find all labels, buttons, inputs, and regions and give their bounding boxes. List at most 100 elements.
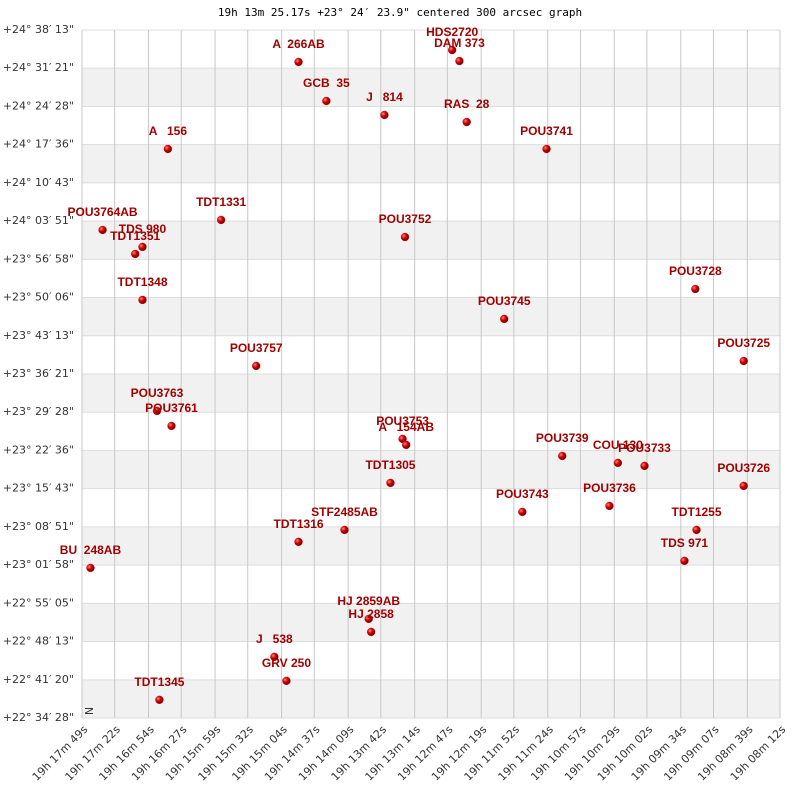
- grid-band: [82, 297, 780, 336]
- star-point: [270, 652, 279, 661]
- star-point: [364, 614, 373, 624]
- star-label: POU3757: [230, 341, 283, 355]
- star-point: [739, 481, 748, 491]
- star-label: POU3761: [145, 401, 198, 415]
- y-tick-label: +23° 01′ 58": [3, 558, 74, 571]
- star-label: COU 130: [593, 438, 643, 452]
- star-point: [294, 537, 303, 547]
- y-tick-label: +22° 48′ 13": [3, 635, 74, 648]
- grid-band: [82, 450, 780, 489]
- x-tick-label: 19h 17m 49s: [30, 723, 91, 784]
- star-label: TDT1305: [365, 458, 415, 472]
- star-label: POU3745: [478, 294, 531, 308]
- star-point: [98, 225, 107, 235]
- star-point: [322, 96, 331, 106]
- star-label: POU3743: [496, 487, 549, 501]
- star-point: [398, 434, 407, 444]
- star-point: [613, 458, 623, 468]
- star-label: A 154AB: [378, 420, 434, 434]
- y-tick-label: +23° 15′ 43": [3, 482, 74, 495]
- y-tick-label: +24° 24′ 28": [3, 99, 74, 112]
- star-label: BU 248AB: [60, 543, 122, 557]
- y-tick-label: +23° 08′ 51": [3, 520, 74, 533]
- star-point: [131, 249, 140, 259]
- star-label: STF2485AB: [311, 505, 378, 519]
- y-tick-label: +24° 17′ 36": [3, 138, 74, 151]
- star-label: TDT1348: [117, 275, 167, 289]
- star-point: [366, 627, 376, 637]
- star-label: POU3763: [131, 386, 184, 400]
- star-label: J 538: [256, 632, 293, 646]
- star-label: POU3739: [536, 431, 589, 445]
- y-tick-label: +24° 10′ 43": [3, 176, 74, 189]
- star-label: J 814: [366, 90, 403, 104]
- star-label: POU3764AB: [68, 205, 138, 219]
- grid-band: [82, 679, 780, 718]
- star-label: RAS 28: [444, 97, 490, 111]
- star-point: [163, 144, 173, 154]
- star-point: [691, 284, 700, 294]
- star-label: TDT1331: [196, 195, 246, 209]
- star-label: TDT1255: [672, 505, 722, 519]
- star-point: [340, 525, 349, 535]
- y-tick-label: +23° 43′ 13": [3, 329, 74, 342]
- star-label: POU3753: [376, 414, 429, 428]
- star-point: [692, 525, 701, 535]
- star-label: DAM 373: [434, 36, 485, 50]
- star-point: [455, 56, 464, 66]
- y-tick-label: +23° 22′ 36": [3, 443, 74, 456]
- star-point: [400, 232, 410, 242]
- star-label: A 156: [149, 124, 188, 138]
- star-point: [138, 242, 147, 252]
- star-point: [448, 45, 457, 55]
- star-point: [542, 144, 551, 154]
- star-point: [294, 57, 303, 67]
- y-tick-label: +24° 38′ 13": [3, 23, 74, 36]
- star-label: TDS 980: [119, 222, 167, 236]
- star-label: POU3741: [520, 124, 573, 138]
- star-point: [155, 695, 164, 704]
- star-point: [152, 406, 162, 416]
- star-label: POU3733: [618, 441, 671, 455]
- grid-band: [82, 68, 780, 107]
- y-tick-label: +24° 03′ 51": [3, 214, 74, 227]
- star-point: [386, 478, 395, 488]
- star-point: [86, 563, 95, 573]
- star-point: [640, 461, 649, 471]
- star-label: HDS2720: [426, 25, 478, 39]
- star-point: [138, 295, 147, 305]
- y-tick-label: +23° 36′ 21": [3, 367, 74, 380]
- star-point: [558, 451, 567, 461]
- star-point: [680, 556, 689, 565]
- y-tick-label: +23° 56′ 58": [3, 252, 74, 265]
- star-label: TDT1316: [274, 517, 324, 531]
- y-tick-label: +24° 31′ 21": [3, 61, 74, 74]
- star-label: POU3736: [583, 481, 636, 495]
- y-tick-label: +23° 50′ 06": [3, 291, 74, 304]
- star-point: [402, 440, 411, 450]
- star-label: POU3726: [717, 461, 770, 475]
- star-point: [739, 356, 748, 366]
- star-label: HJ 2859AB: [337, 594, 400, 608]
- star-label: POU3725: [717, 336, 770, 350]
- grid-band: [82, 373, 780, 413]
- star-label: TDT1345: [134, 675, 184, 689]
- grid-band: [82, 603, 780, 642]
- star-point: [167, 421, 176, 431]
- star-point: [380, 110, 389, 120]
- star-point: [252, 361, 261, 371]
- compass: N: [83, 707, 96, 715]
- star-point: [500, 314, 509, 324]
- y-tick-label: +23° 29′ 28": [3, 405, 74, 418]
- grid-band: [82, 144, 780, 183]
- star-label: TDT1351: [110, 229, 160, 243]
- star-label: POU3728: [669, 264, 722, 278]
- star-point: [462, 117, 471, 127]
- star-label: HJ 2858: [348, 607, 394, 621]
- grid-band: [82, 526, 780, 566]
- chart-title: 19h 13m 25.17s +23° 24′ 23.9" centered 3…: [218, 6, 582, 19]
- star-label: GCB 35: [303, 76, 350, 90]
- star-point: [216, 215, 226, 225]
- star-point: [282, 676, 291, 685]
